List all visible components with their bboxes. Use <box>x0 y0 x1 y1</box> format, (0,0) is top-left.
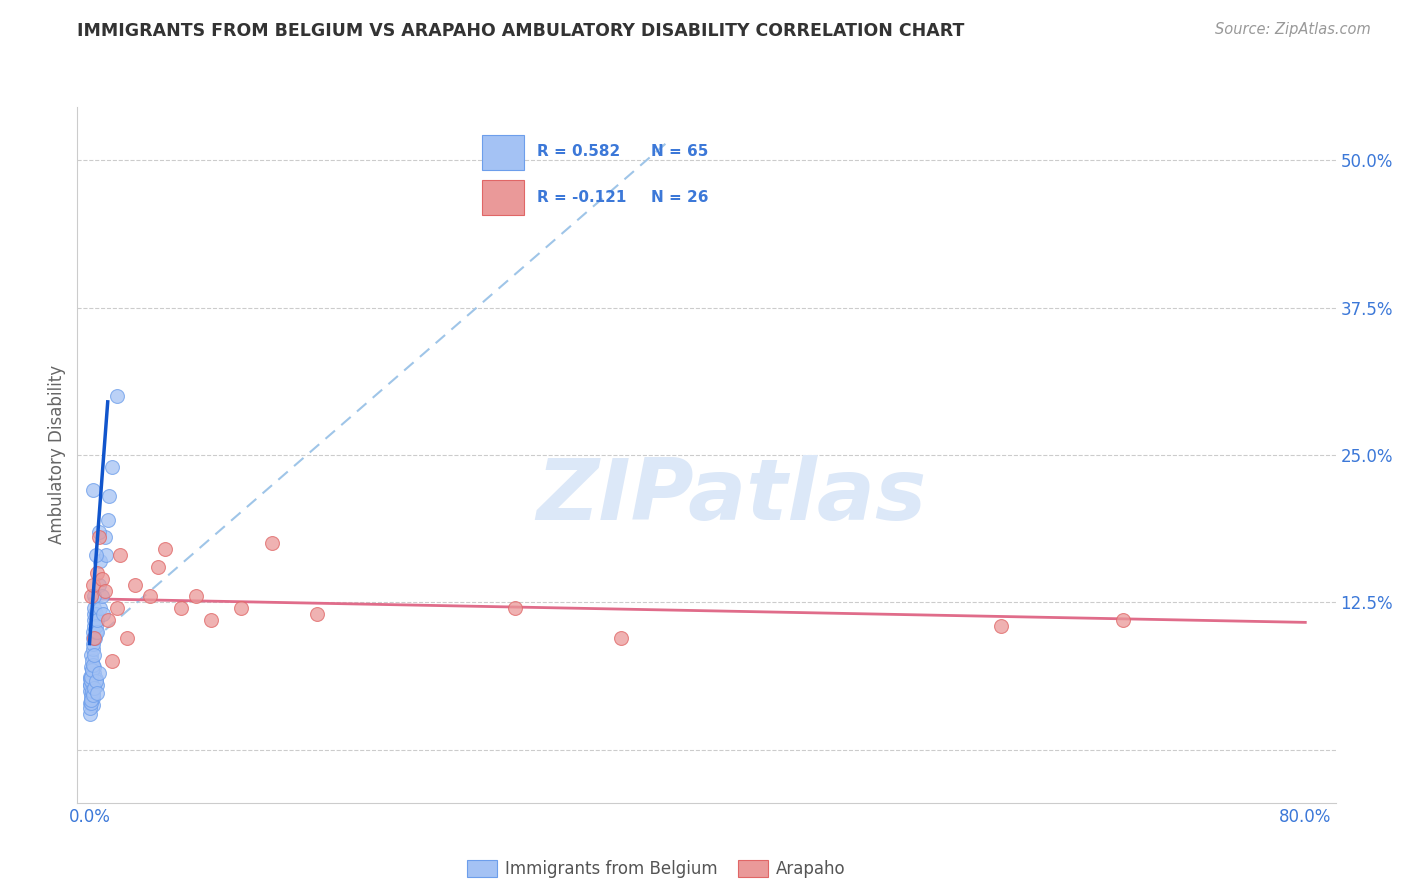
Point <box>82 689 104 703</box>
Point <box>108 548 131 562</box>
Point <box>89 554 111 568</box>
Point <box>91 607 114 621</box>
Point <box>79 670 101 684</box>
Point <box>96 548 118 562</box>
Point <box>79 701 101 715</box>
Point <box>82 577 104 591</box>
Point <box>200 613 222 627</box>
Point <box>80 648 103 663</box>
Point <box>86 686 108 700</box>
Point <box>79 678 101 692</box>
Point <box>80 693 103 707</box>
Point <box>83 631 105 645</box>
Point <box>610 631 633 645</box>
Point <box>82 663 104 677</box>
Point <box>84 674 107 689</box>
Point <box>105 389 128 403</box>
Point <box>105 601 128 615</box>
Point <box>82 686 104 700</box>
Point <box>170 601 193 615</box>
Point <box>90 590 112 604</box>
Point <box>82 624 104 639</box>
Point <box>139 590 162 604</box>
Point <box>83 607 105 621</box>
Point <box>83 613 105 627</box>
Point <box>307 607 329 621</box>
Text: Source: ZipAtlas.com: Source: ZipAtlas.com <box>1215 22 1371 37</box>
Point <box>84 624 107 639</box>
Point <box>82 642 104 657</box>
Point <box>83 631 105 645</box>
Point <box>117 631 139 645</box>
Point <box>93 583 115 598</box>
Point <box>79 678 101 692</box>
Point <box>80 590 103 604</box>
Point <box>86 613 108 627</box>
Point <box>83 660 105 674</box>
Point <box>82 690 104 705</box>
Point <box>146 560 169 574</box>
Point <box>184 590 207 604</box>
Point <box>89 601 111 615</box>
Point <box>84 607 107 621</box>
Point <box>80 681 103 696</box>
Point <box>87 524 110 539</box>
Point <box>87 531 110 545</box>
Point <box>80 654 103 668</box>
Point <box>98 489 121 503</box>
Point <box>79 672 101 686</box>
Point <box>503 601 526 615</box>
Point <box>83 601 105 615</box>
Point <box>83 590 105 604</box>
Point <box>80 670 103 684</box>
Text: ZIPatlas: ZIPatlas <box>537 455 927 538</box>
Point <box>80 686 103 700</box>
Text: IMMIGRANTS FROM BELGIUM VS ARAPAHO AMBULATORY DISABILITY CORRELATION CHART: IMMIGRANTS FROM BELGIUM VS ARAPAHO AMBUL… <box>77 22 965 40</box>
Point <box>86 619 108 633</box>
Point <box>82 657 104 672</box>
Point <box>83 648 105 663</box>
Point <box>90 572 112 586</box>
Point <box>87 577 110 591</box>
Point <box>79 696 101 710</box>
Point <box>80 674 103 689</box>
Point <box>86 624 108 639</box>
Point <box>84 548 107 562</box>
Point <box>87 666 110 681</box>
Point <box>155 542 177 557</box>
Point <box>80 690 103 704</box>
Point <box>990 619 1012 633</box>
Y-axis label: Ambulatory Disability: Ambulatory Disability <box>48 366 66 544</box>
Point <box>79 707 101 722</box>
Point <box>83 666 105 681</box>
Point <box>80 683 103 698</box>
Point <box>80 696 103 710</box>
Point <box>82 483 104 498</box>
Point <box>231 601 253 615</box>
Point <box>83 681 105 696</box>
Point <box>82 674 104 689</box>
Point <box>79 683 101 698</box>
Point <box>1112 613 1135 627</box>
Point <box>84 672 107 686</box>
Point <box>86 678 108 692</box>
Point <box>93 531 115 545</box>
Point <box>97 613 120 627</box>
Point <box>101 654 124 668</box>
Point <box>80 660 103 674</box>
Point <box>124 577 146 591</box>
Point <box>82 698 104 712</box>
Point <box>80 663 103 677</box>
Point <box>101 459 124 474</box>
Point <box>83 619 105 633</box>
Legend: Immigrants from Belgium, Arapaho: Immigrants from Belgium, Arapaho <box>460 854 852 885</box>
Point <box>82 631 104 645</box>
Point <box>86 566 108 580</box>
Point <box>97 513 120 527</box>
Point <box>82 637 104 651</box>
Point <box>260 536 283 550</box>
